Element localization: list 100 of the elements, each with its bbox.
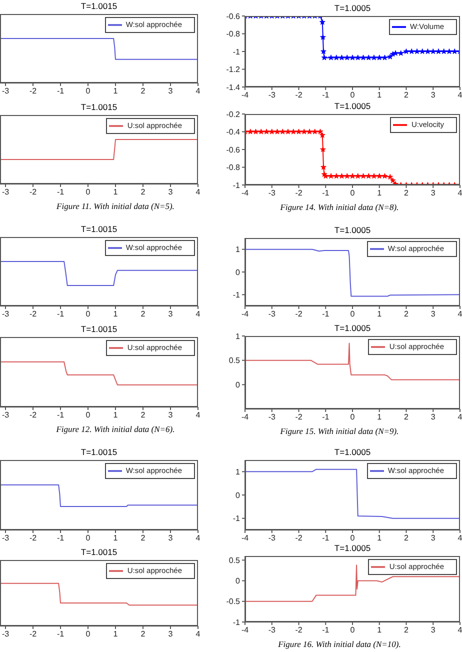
x-tick-label: 4 xyxy=(458,534,462,543)
x-tick-label: -2 xyxy=(295,412,303,422)
x-tick-label: -4 xyxy=(241,412,250,422)
x-tick-label: -1 xyxy=(322,310,330,319)
x-tick-label: -3 xyxy=(268,188,276,198)
x-tick-label: -2 xyxy=(29,86,38,96)
y-tick-label: -1 xyxy=(232,47,241,56)
x-tick-label: -2 xyxy=(29,630,38,639)
x-tick-label: -3 xyxy=(2,86,10,96)
x-tick-label: 4 xyxy=(458,310,462,319)
y-tick-label: 0 xyxy=(236,380,241,390)
x-tick-label: 2 xyxy=(140,410,146,420)
x-tick-label: -2 xyxy=(295,534,303,543)
x-tick-label: 2 xyxy=(404,310,410,319)
x-tick-label: 0 xyxy=(350,310,356,319)
x-tick-label: -3 xyxy=(268,412,276,422)
y-tick-label: -1 xyxy=(232,290,241,300)
x-tick-label: 1 xyxy=(377,534,382,543)
caption: Figure 14. With initial data (N=8). xyxy=(279,202,400,212)
x-tick-label: 0 xyxy=(350,188,356,198)
y-tick-label: 1 xyxy=(236,468,241,477)
x-tick-label: -2 xyxy=(29,410,38,420)
y-tick-label: 0 xyxy=(236,268,241,277)
x-tick-label: 4 xyxy=(196,188,201,197)
x-tick-label: 0 xyxy=(350,90,356,100)
x-tick-label: 0 xyxy=(86,410,91,420)
chart-title: T=1.0005 xyxy=(333,323,372,334)
y-tick-label: -1.2 xyxy=(226,65,241,74)
x-tick-label: -3 xyxy=(268,90,276,100)
x-tick-label: 2 xyxy=(140,534,146,543)
x-tick-label: -3 xyxy=(268,310,276,319)
x-tick-label: 0 xyxy=(86,534,91,543)
y-tick-label: 0 xyxy=(236,490,241,500)
chart-title: T=1.0005 xyxy=(333,225,372,236)
x-tick-label: -4 xyxy=(241,310,250,319)
x-tick-label: 2 xyxy=(404,188,410,198)
x-tick-label: 2 xyxy=(140,188,146,197)
x-tick-label: 2 xyxy=(140,310,146,319)
y-tick-label: -1 xyxy=(232,514,241,524)
x-tick-label: -1 xyxy=(56,188,65,197)
chart-title: T=1.0015 xyxy=(80,1,118,12)
x-tick-label: -2 xyxy=(295,188,303,198)
x-tick-label: -1 xyxy=(322,412,330,422)
x-tick-label: -3 xyxy=(2,310,10,319)
x-tick-label: 3 xyxy=(430,310,436,319)
x-tick-label: 3 xyxy=(430,626,436,635)
x-tick-label: -1 xyxy=(322,90,330,100)
x-tick-label: 4 xyxy=(196,310,201,319)
caption: Figure 15. With initial data (N=9). xyxy=(279,426,400,436)
x-tick-label: -2 xyxy=(295,90,303,100)
x-tick-label: -3 xyxy=(268,626,276,635)
x-tick-label: 1 xyxy=(113,630,118,639)
x-tick-label: -2 xyxy=(29,534,38,543)
y-tick-label: -0.5 xyxy=(226,597,241,606)
x-tick-label: -4 xyxy=(241,188,250,198)
x-tick-label: 3 xyxy=(430,90,436,100)
x-tick-label: 2 xyxy=(140,630,146,639)
x-tick-label: -1 xyxy=(322,534,330,543)
x-tick-label: -3 xyxy=(2,534,10,543)
x-tick-label: -4 xyxy=(241,90,250,100)
x-tick-label: 4 xyxy=(458,626,462,635)
chart-title: T=1.0015 xyxy=(80,447,118,458)
x-tick-label: 2 xyxy=(404,534,410,543)
y-tick-label: -0.8 xyxy=(226,163,241,172)
chart-title: T=1.0005 xyxy=(333,3,372,14)
x-tick-label: 1 xyxy=(377,90,382,100)
x-tick-label: 3 xyxy=(168,86,174,96)
chart-title: T=1.0005 xyxy=(333,543,372,554)
x-tick-label: -1 xyxy=(56,534,65,543)
x-tick-label: 1 xyxy=(113,310,118,319)
x-tick-label: 3 xyxy=(168,410,174,420)
chart-title: T=1.0005 xyxy=(333,447,372,458)
x-tick-label: -2 xyxy=(295,310,303,319)
x-tick-label: 1 xyxy=(113,534,118,543)
x-tick-label: -3 xyxy=(2,410,10,420)
x-tick-label: 4 xyxy=(196,86,201,96)
x-tick-label: 0 xyxy=(86,630,91,639)
x-tick-label: 2 xyxy=(140,86,146,96)
x-tick-label: 0 xyxy=(350,626,356,635)
x-tick-label: 1 xyxy=(377,626,382,635)
y-tick-label: -1.4 xyxy=(226,82,241,92)
x-tick-label: 2 xyxy=(404,90,410,100)
x-tick-label: -1 xyxy=(56,310,65,319)
y-tick-label: -0.4 xyxy=(226,128,241,137)
x-tick-label: 3 xyxy=(168,188,174,197)
x-tick-label: 0 xyxy=(350,534,356,543)
x-tick-label: -1 xyxy=(56,86,65,96)
x-tick-label: -2 xyxy=(29,310,38,319)
x-tick-label: 4 xyxy=(196,410,201,420)
y-tick-label: 1 xyxy=(236,332,241,341)
y-tick-label: -0.8 xyxy=(226,30,241,39)
y-tick-label: -0.6 xyxy=(226,12,241,21)
x-tick-label: 0 xyxy=(86,188,91,197)
x-tick-label: -2 xyxy=(295,626,303,635)
chart-title: T=1.0015 xyxy=(80,102,118,113)
x-tick-label: 0 xyxy=(86,86,91,96)
chart-title: T=1.0015 xyxy=(80,224,118,235)
x-tick-label: -3 xyxy=(2,630,10,639)
caption: Figure 16. With initial data (N=10). xyxy=(277,639,402,649)
x-tick-label: 1 xyxy=(113,86,118,96)
